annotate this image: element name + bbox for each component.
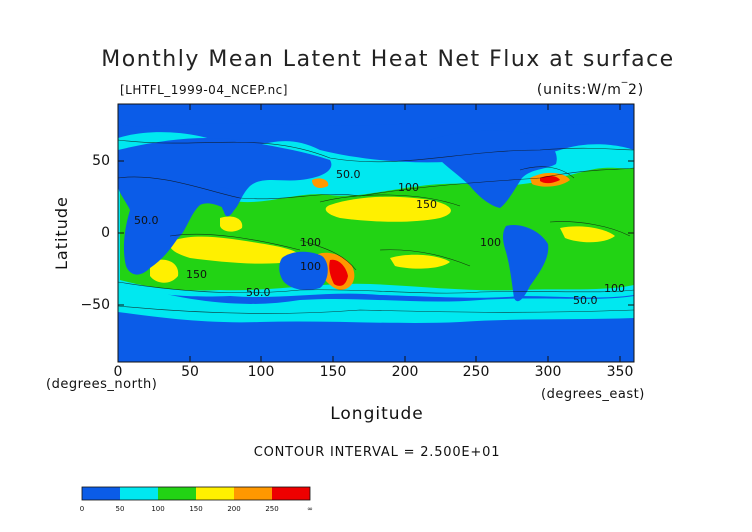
yellow-south-pacific: [390, 254, 450, 269]
y-tick-label: 0: [101, 225, 110, 241]
colorbar-swatch: [272, 487, 310, 500]
contour-label: 50.0: [573, 294, 598, 307]
orange-kuroshio: [312, 178, 329, 188]
contour-label: 150: [186, 268, 207, 281]
colorbar-swatch: [234, 487, 272, 500]
contour-label: 50.0: [134, 214, 159, 227]
colorbar: [81, 486, 311, 501]
x-axis-label: Longitude: [330, 404, 424, 424]
contour-label: 100: [480, 236, 501, 249]
yellow-mozambique: [150, 259, 179, 283]
colorbar-swatch: [82, 487, 120, 500]
colorbar-label: 0: [79, 505, 85, 513]
colorbar-swatch: [120, 487, 158, 500]
yellow-arabian: [220, 216, 243, 232]
file-label: [LHTFL_1999-04_NCEP.nc]: [120, 83, 288, 97]
red-gulf-stream: [540, 175, 560, 184]
contour-label: 100: [604, 282, 625, 295]
land-antarctica: [118, 330, 634, 362]
x-tick-label: 350: [606, 364, 634, 380]
yellow-indian: [170, 236, 301, 264]
x-units-label: (degrees_east): [541, 387, 645, 402]
map-field: 50.0 100 150 50.0 100 150 100 100 50.0 5…: [118, 104, 634, 362]
land-south-america: [503, 224, 549, 302]
land-india: [219, 187, 237, 217]
contour-label: 100: [398, 181, 419, 194]
contour-labels: 50.0 100 150 50.0 100 150 100 100 50.0 5…: [134, 168, 625, 307]
colorbar-label: 250: [265, 505, 279, 513]
contour-label: 150: [416, 198, 437, 211]
axis-ticks: [117, 104, 634, 362]
x-tick-label: 0: [113, 364, 123, 380]
colorbar-label: 100: [151, 505, 165, 513]
land-north-america: [429, 130, 557, 208]
colorbar-label: 200: [227, 505, 241, 513]
yellow-north-pacific: [325, 196, 451, 222]
land-australia: [279, 251, 328, 290]
contour-label: 100: [300, 260, 321, 273]
y-tick-label: 50: [92, 153, 110, 169]
y-units-label: (degrees_north): [46, 377, 158, 392]
y-tick-label: −50: [80, 297, 110, 313]
southern-band: [118, 282, 634, 323]
x-tick-label: 300: [534, 364, 562, 380]
x-tick-label: 100: [247, 364, 275, 380]
chart-title: Monthly Mean Latent Heat Net Flux at sur…: [101, 47, 675, 72]
units-label: (units:W/m‾2): [536, 80, 644, 98]
x-tick-label: 150: [319, 364, 347, 380]
x-tick-label: 250: [462, 364, 490, 380]
contour-interval: CONTOUR INTERVAL = 2.500E+01: [253, 445, 501, 460]
colorbar-swatch: [196, 487, 234, 500]
land-arctic: [118, 104, 634, 127]
colorbar-swatch: [158, 487, 196, 500]
y-axis-label: Latitude: [52, 196, 71, 270]
colorbar-label: 50: [115, 505, 125, 513]
x-tick-label: 200: [391, 364, 419, 380]
contour-label: 50.0: [246, 286, 271, 299]
colorbar-label: ∞: [307, 505, 313, 513]
red-east-australia: [329, 259, 348, 286]
contour-lines: [118, 139, 634, 314]
contour-label: 50.0: [336, 168, 361, 181]
x-tick-label: 50: [181, 364, 199, 380]
yellow-south-atlantic: [560, 226, 615, 243]
contour-label: 100: [300, 236, 321, 249]
colorbar-label: 150: [189, 505, 203, 513]
